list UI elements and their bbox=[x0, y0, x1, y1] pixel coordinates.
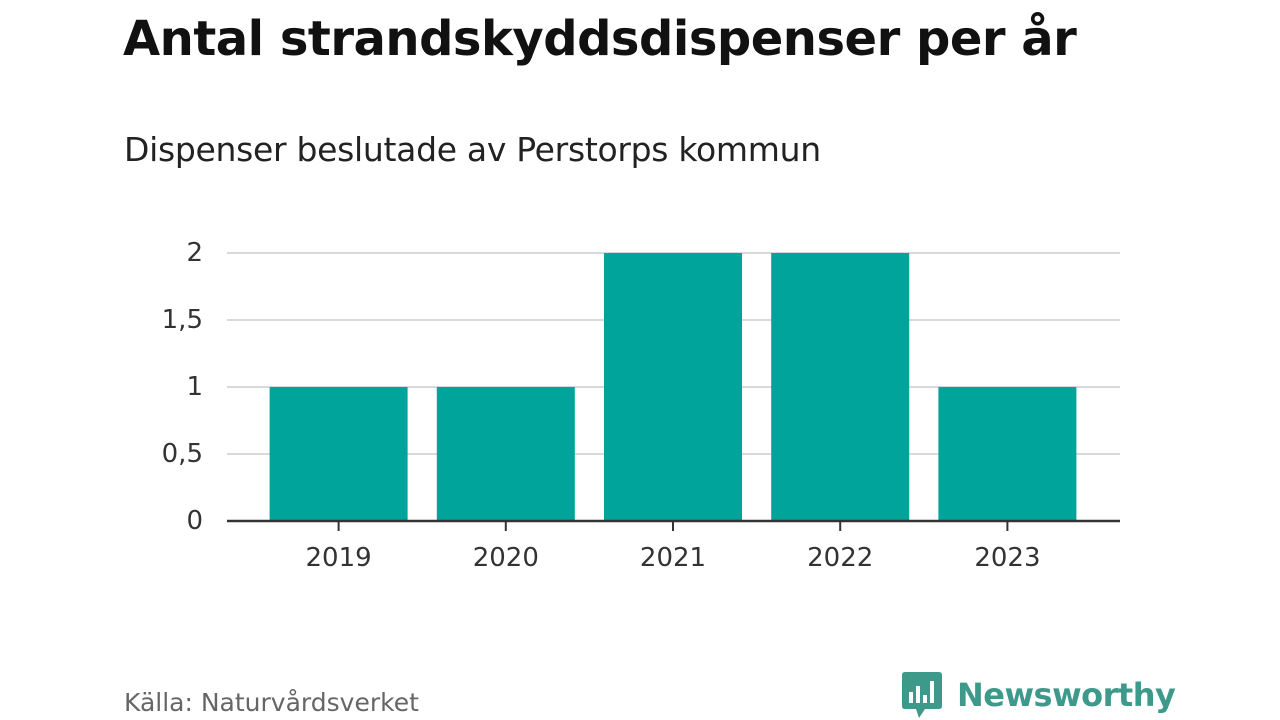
x-axis bbox=[227, 519, 1120, 531]
newsworthy-wordmark: Newsworthy bbox=[957, 676, 1176, 714]
bar-2023 bbox=[938, 387, 1077, 521]
chart-title: Antal strandskyddsdispenser per år bbox=[123, 11, 1077, 67]
x-axis-labels: 2019 2020 2021 2022 2023 bbox=[306, 543, 1041, 573]
x-tick-label: 2021 bbox=[640, 543, 706, 573]
y-axis-labels: 0 0,5 1 1,5 2 bbox=[162, 238, 203, 536]
x-tick-label: 2023 bbox=[974, 543, 1040, 573]
x-tick-label: 2019 bbox=[306, 543, 372, 573]
bar-2019 bbox=[269, 387, 408, 521]
y-tick-label: 1 bbox=[186, 372, 203, 402]
newsworthy-logo[interactable]: Newsworthy bbox=[901, 670, 1176, 720]
source-note: Källa: Naturvårdsverket bbox=[124, 688, 419, 717]
bar-2021 bbox=[604, 253, 742, 521]
newsworthy-logo-icon bbox=[902, 672, 942, 718]
y-tick-label: 2 bbox=[186, 238, 203, 268]
x-tick-label: 2022 bbox=[807, 543, 873, 573]
y-tick-label: 0,5 bbox=[162, 439, 203, 469]
y-tick-label: 1,5 bbox=[162, 305, 203, 335]
x-tick-label: 2020 bbox=[473, 543, 539, 573]
y-tick-label: 0 bbox=[186, 506, 203, 536]
bars bbox=[269, 253, 1077, 521]
bar-2022 bbox=[771, 253, 910, 521]
chart-subtitle: Dispenser beslutade av Perstorps kommun bbox=[124, 130, 821, 169]
bar-2020 bbox=[436, 387, 575, 521]
